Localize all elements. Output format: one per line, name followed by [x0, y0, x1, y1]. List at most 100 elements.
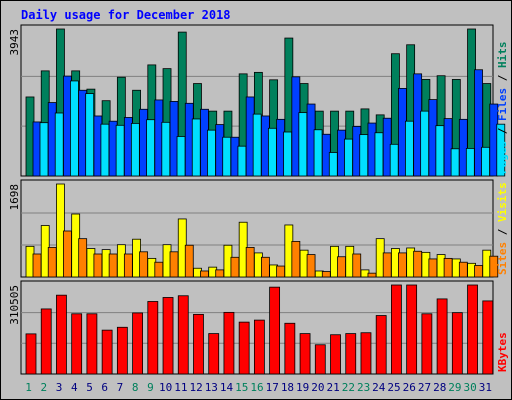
bar-pages-day-11: [191, 118, 201, 177]
bar-kbytes-day-1: [25, 333, 37, 375]
bar-pages-day-31: [496, 123, 506, 177]
bar-sites-day-8: [139, 251, 148, 278]
bar-pages-day-3: [70, 80, 79, 177]
legend-separator: /: [496, 68, 509, 88]
bar-sites-day-6: [108, 253, 118, 278]
bar-sites-day-3: [63, 230, 72, 278]
bar-kbytes-day-25: [391, 284, 402, 375]
bar-sites-day-27: [428, 258, 438, 278]
day-label-16: 16: [250, 381, 263, 394]
legend-middle: Sites / Visits: [496, 182, 509, 275]
bar-kbytes-day-12: [193, 313, 204, 375]
bar-sites-day-28: [443, 257, 453, 278]
bar-sites-day-23: [367, 272, 377, 278]
bar-pages-day-10: [176, 136, 186, 177]
bar-sites-day-2: [47, 247, 57, 278]
day-label-13: 13: [205, 381, 218, 394]
bar-kbytes-day-30: [467, 284, 478, 375]
bar-pages-day-26: [420, 110, 430, 177]
day-label-31: 31: [479, 381, 492, 394]
legend-separator: /: [496, 222, 509, 242]
bar-pages-day-4: [85, 93, 95, 177]
bar-pages-day-15: [252, 113, 262, 177]
day-label-23: 23: [357, 381, 370, 394]
bar-sites-day-12: [200, 270, 209, 278]
bar-pages-day-27: [435, 125, 445, 177]
legend-top: Pages / Files / Hits: [496, 42, 509, 175]
bar-kbytes-day-22: [345, 333, 357, 375]
bar-kbytes-day-18: [284, 322, 296, 375]
legend-sites: Sites: [496, 242, 509, 275]
bar-pages-day-1: [39, 122, 49, 177]
bar-kbytes-day-5: [86, 313, 98, 375]
bar-sites-day-19: [306, 254, 316, 278]
day-label-17: 17: [266, 381, 279, 394]
legend-kbytes: KBytes: [496, 332, 509, 372]
bar-kbytes-day-15: [238, 321, 250, 375]
day-label-21: 21: [327, 381, 340, 394]
day-label-26: 26: [403, 381, 416, 394]
bar-files-day-30: [474, 69, 483, 177]
bar-pages-day-20: [328, 152, 338, 177]
legend-hits: Hits: [496, 42, 509, 69]
day-label-30: 30: [464, 381, 477, 394]
day-label-19: 19: [296, 381, 309, 394]
day-label-11: 11: [174, 381, 187, 394]
chart-title: Daily usage for December 2018: [21, 8, 231, 22]
bar-kbytes-day-6: [101, 329, 113, 375]
bar-pages-day-24: [389, 143, 399, 177]
bar-kbytes-day-14: [223, 311, 235, 375]
bar-kbytes-day-13: [208, 333, 220, 375]
bar-sites-day-1: [32, 253, 42, 278]
day-label-18: 18: [281, 381, 294, 394]
bar-pages-day-8: [146, 119, 155, 177]
day-label-1: 1: [25, 381, 32, 394]
bar-kbytes-day-16: [253, 319, 265, 375]
day-label-29: 29: [448, 381, 461, 394]
bar-kbytes-day-19: [299, 333, 311, 375]
bar-pages-day-29: [465, 148, 475, 177]
day-label-6: 6: [101, 381, 108, 394]
bar-sites-day-15: [245, 247, 255, 278]
day-label-8: 8: [132, 381, 139, 394]
bar-pages-day-28: [450, 148, 460, 177]
bar-kbytes-day-27: [421, 313, 433, 375]
bar-kbytes-day-3: [56, 294, 67, 375]
bar-pages-day-19: [313, 129, 323, 177]
bar-sites-day-25: [398, 252, 407, 278]
day-label-28: 28: [433, 381, 446, 394]
bar-pages-day-17: [283, 131, 293, 177]
bar-sites-day-5: [93, 253, 103, 278]
day-label-20: 20: [311, 381, 324, 394]
bar-pages-day-7: [130, 123, 140, 177]
legend-separator: /: [496, 121, 509, 141]
bar-pages-day-21: [344, 138, 353, 177]
bar-kbytes-day-23: [360, 332, 372, 375]
bar-sites-day-10: [169, 251, 179, 278]
day-label-5: 5: [86, 381, 93, 394]
bar-sites-day-26: [413, 250, 423, 278]
bar-kbytes-day-10: [162, 297, 174, 375]
bar-sites-day-21: [337, 256, 346, 278]
bar-pages-day-13: [222, 136, 232, 177]
day-label-10: 10: [159, 381, 172, 394]
bar-sites-day-31: [489, 255, 499, 278]
bar-sites-day-29: [458, 261, 468, 278]
bar-pages-day-30: [481, 146, 490, 177]
legend-pages: Pages: [496, 141, 509, 174]
bar-pages-day-23: [374, 132, 384, 177]
bar-sites-day-22: [352, 253, 362, 278]
day-label-3: 3: [56, 381, 63, 394]
bar-pages-day-22: [359, 134, 369, 177]
legend-visits: Visits: [496, 182, 509, 222]
bar-kbytes-day-31: [482, 300, 494, 375]
bar-kbytes-day-20: [314, 344, 326, 375]
bar-kbytes-day-8: [132, 312, 143, 375]
bar-pages-day-18: [298, 112, 308, 177]
bar-sites-day-30: [474, 265, 483, 278]
day-label-22: 22: [342, 381, 355, 394]
bar-kbytes-day-21: [330, 334, 341, 375]
bar-pages-day-6: [115, 124, 125, 177]
bar-kbytes-day-11: [177, 295, 189, 375]
